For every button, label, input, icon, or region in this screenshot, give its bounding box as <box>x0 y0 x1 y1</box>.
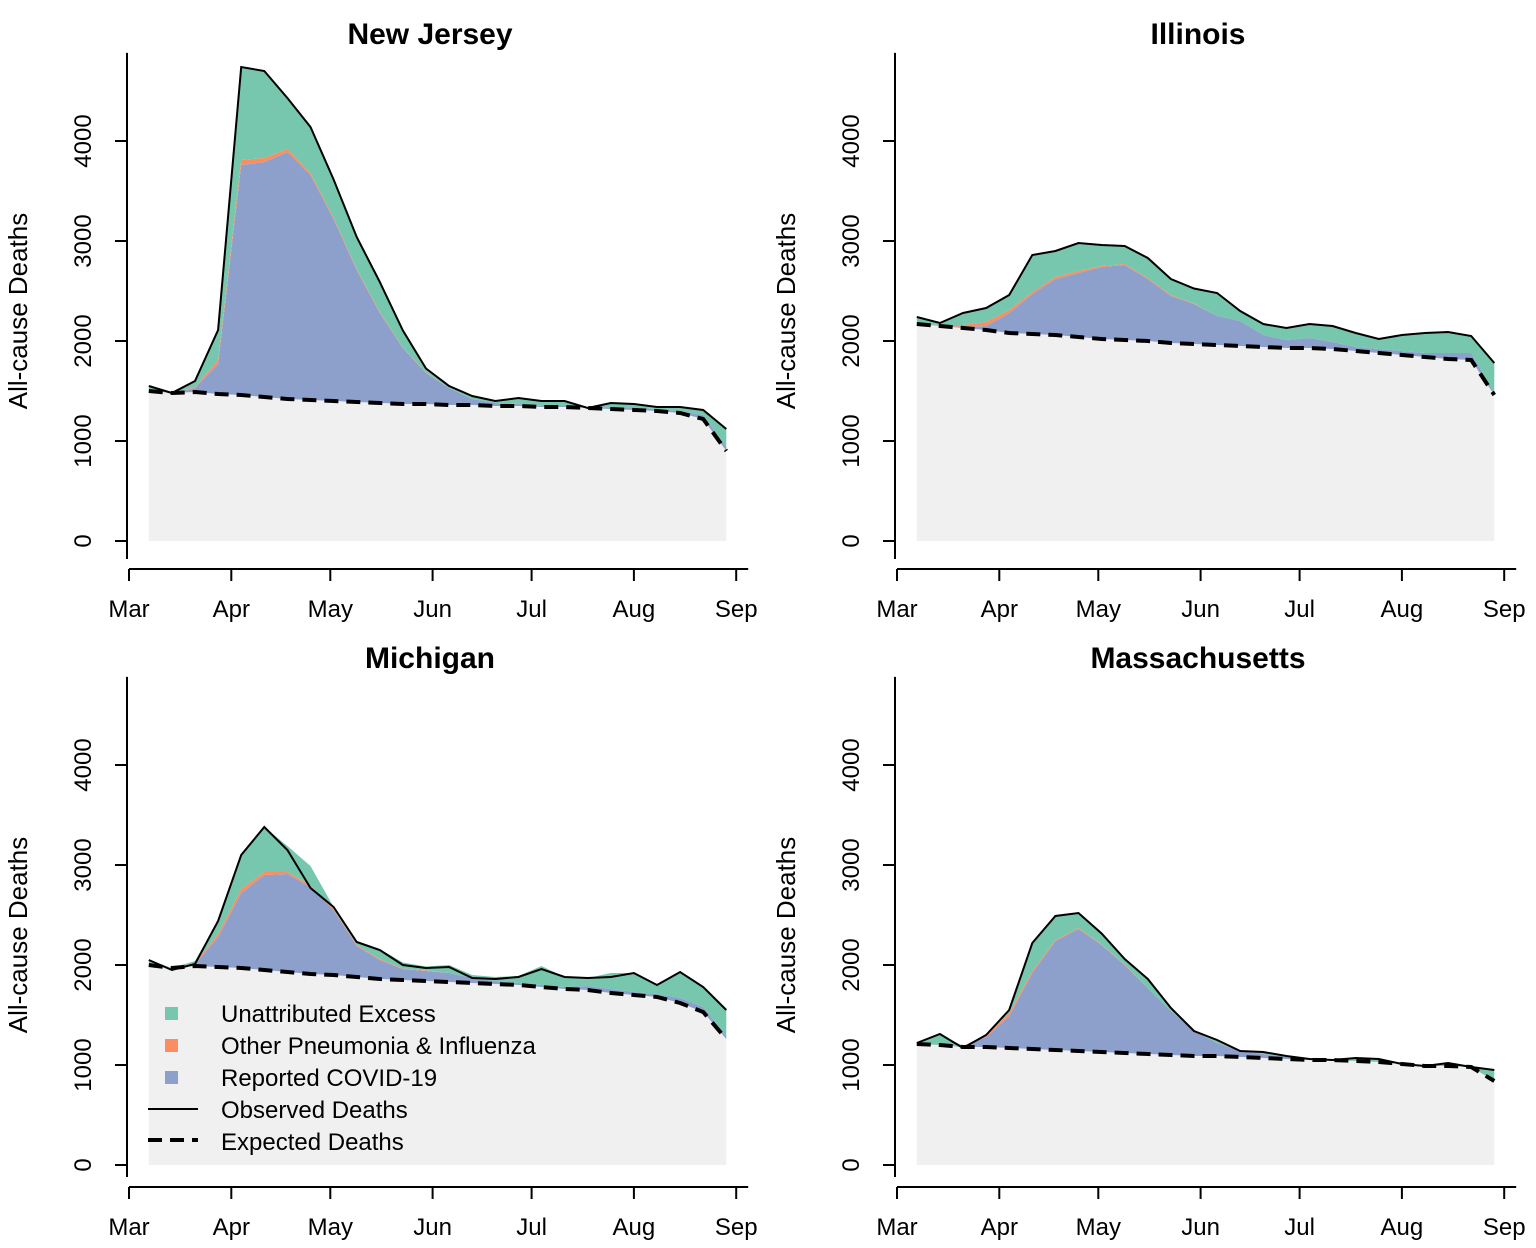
expected-deaths-line <box>916 1042 1496 1083</box>
y-tick-label: 3000 <box>70 214 97 267</box>
plot-area: 0 1000 2000 3000 4000 Mar Apr May Jun Jul Aug Sep <box>838 52 1526 623</box>
x-tick-label: May <box>308 1214 353 1241</box>
observed-deaths-line <box>916 911 1495 1071</box>
y-tick-label: 4000 <box>838 738 865 791</box>
unattributed-area <box>148 67 727 447</box>
x-tick-label: Jun <box>413 596 452 623</box>
baseline-area <box>916 1044 1495 1165</box>
x-tick-label: Mar <box>108 596 149 623</box>
expected-deaths-line <box>148 389 728 453</box>
legend-item-observed-deaths: Observed Deaths <box>148 1097 408 1124</box>
legend-item-expected-deaths: Expected Deaths <box>148 1129 404 1156</box>
baseline-area <box>916 324 1495 541</box>
y-axis-label: All-cause Deaths <box>771 837 801 1034</box>
legend-item-reported-covid: Reported COVID-19 <box>165 1065 437 1092</box>
x-tick-label: Mar <box>876 596 917 623</box>
y-tick-label: 3000 <box>838 838 865 891</box>
x-tick-label: Jul <box>516 596 547 623</box>
y-axis-label: All-cause Deaths <box>771 213 801 410</box>
y-tick-label: 4000 <box>70 114 97 167</box>
x-tick-label: Sep <box>715 596 758 623</box>
panel-title: Massachusetts <box>1090 642 1305 675</box>
covid-area <box>916 265 1495 395</box>
y-tick-label: 1000 <box>70 1038 97 1091</box>
observed-deaths-line <box>148 65 727 430</box>
plot-area: 0 1000 2000 3000 4000 Mar Apr May Jun Jul Aug Sep <box>70 52 758 623</box>
y-tick-label: 1000 <box>838 1038 865 1091</box>
baseline-area <box>148 965 727 1165</box>
covid-area <box>148 152 727 451</box>
y-tick-label: 0 <box>70 534 97 547</box>
panel-massachusetts: Massachusetts All-cause Deaths 0 1000 2000… <box>771 642 1526 1241</box>
expected-deaths-line <box>148 963 728 1041</box>
x-tick-label: Sep <box>1483 596 1526 623</box>
y-tick-label: 3000 <box>838 214 865 267</box>
legend-item-unattributed-excess: Unattributed Excess <box>165 1001 436 1028</box>
x-tick-label: Sep <box>715 1214 758 1241</box>
panel-title: Illinois <box>1150 18 1245 51</box>
y-tick-label: 2000 <box>70 938 97 991</box>
legend-label: Expected Deaths <box>221 1129 404 1156</box>
x-tick-label: Aug <box>1381 1214 1424 1241</box>
y-axis-label: All-cause Deaths <box>3 837 33 1034</box>
y-tick-label: 3000 <box>70 838 97 891</box>
legend-swatch-unattributed <box>165 1007 178 1020</box>
panel-illinois: Illinois All-cause Deaths 0 1000 2000 3000 4… <box>771 18 1526 623</box>
covid-area <box>148 874 727 1039</box>
baseline-area <box>148 391 727 541</box>
x-tick-label: Jun <box>1181 1214 1220 1241</box>
y-tick-label: 0 <box>838 534 865 547</box>
y-tick-label: 0 <box>70 1158 97 1171</box>
x-tick-label: Apr <box>213 1214 250 1241</box>
y-tick-label: 4000 <box>838 114 865 167</box>
observed-deaths-line <box>148 825 728 1011</box>
y-tick-label: 1000 <box>70 414 97 467</box>
x-tick-label: Jun <box>413 1214 452 1241</box>
x-tick-label: Aug <box>1381 596 1424 623</box>
y-tick-label: 2000 <box>838 938 865 991</box>
observed-deaths-line <box>916 241 1496 364</box>
panel-new-jersey: New Jersey All-cause Deaths 0 1000 2000 300… <box>3 18 758 623</box>
panel-michigan: Michigan All-cause Deaths 0 1000 2000 3000 4… <box>3 642 758 1241</box>
legend-item-other-pneumonia: Other Pneumonia & Influenza <box>165 1033 537 1060</box>
legend-label: Observed Deaths <box>221 1097 408 1124</box>
legend-label: Unattributed Excess <box>221 1001 436 1028</box>
legend-label: Reported COVID-19 <box>221 1065 437 1092</box>
plot-area: 0 1000 2000 3000 4000 Mar Apr May Jun Jul Aug Sep <box>70 676 758 1241</box>
x-tick-label: Mar <box>876 1214 917 1241</box>
unattributed-area <box>148 827 727 1036</box>
x-tick-label: Jul <box>1284 1214 1315 1241</box>
panel-title: Michigan <box>365 642 495 675</box>
legend-label: Other Pneumonia & Influenza <box>221 1033 537 1060</box>
x-tick-label: Mar <box>108 1214 149 1241</box>
y-tick-label: 1000 <box>838 414 865 467</box>
y-tick-label: 2000 <box>70 314 97 367</box>
y-axis-label: All-cause Deaths <box>3 213 33 410</box>
x-tick-label: Aug <box>613 596 656 623</box>
y-tick-label: 2000 <box>838 314 865 367</box>
legend-swatch-covid <box>165 1071 178 1084</box>
expected-deaths-line <box>916 322 1496 397</box>
x-tick-label: May <box>1076 596 1121 623</box>
x-tick-label: May <box>308 596 353 623</box>
x-tick-label: Apr <box>981 1214 1018 1241</box>
legend: Unattributed Excess Other Pneumonia & In… <box>148 1001 537 1156</box>
y-tick-label: 4000 <box>70 738 97 791</box>
plot-area: 0 1000 2000 3000 4000 Mar Apr May Jun Jul Aug Sep <box>838 676 1526 1241</box>
x-tick-label: Apr <box>981 596 1018 623</box>
legend-swatch-pneumonia <box>165 1039 178 1052</box>
x-tick-label: May <box>1076 1214 1121 1241</box>
covid-area <box>916 929 1495 1081</box>
x-tick-label: Jul <box>1284 596 1315 623</box>
y-tick-label: 0 <box>838 1158 865 1171</box>
x-tick-label: Jun <box>1181 596 1220 623</box>
x-tick-label: Aug <box>613 1214 656 1241</box>
x-tick-label: Apr <box>213 596 250 623</box>
x-tick-label: Jul <box>516 1214 547 1241</box>
panel-title: New Jersey <box>347 18 512 51</box>
x-tick-label: Sep <box>1483 1214 1526 1241</box>
